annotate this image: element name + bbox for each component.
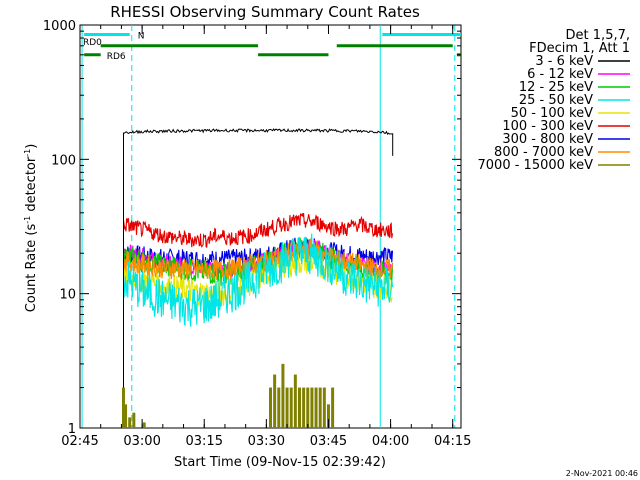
x-tick-label: 02:45 xyxy=(61,434,98,449)
legend-entry-label: 800 - 7000 keV xyxy=(494,145,593,160)
status-segments: N RD0 RD6 xyxy=(83,31,461,62)
series-line xyxy=(123,128,394,428)
x-tick-label: 04:15 xyxy=(434,434,471,449)
series-line xyxy=(122,249,393,307)
y-tick-label: 1 xyxy=(68,422,76,437)
series-line xyxy=(122,213,394,248)
series-lines xyxy=(122,128,394,428)
y-axis-label-part2: detector xyxy=(24,156,39,216)
y-tick-label: 100 xyxy=(51,153,76,168)
legend-entry-label: 100 - 300 keV xyxy=(502,119,593,134)
state-segment-label: RD6 xyxy=(107,52,126,62)
legend-entry-label: 300 - 800 keV xyxy=(502,132,593,147)
x-tick-label: 03:00 xyxy=(123,434,160,449)
legend-header-1: Det 1,5,7, xyxy=(566,28,630,43)
y-axis-label-part1: Count Rate (s xyxy=(24,224,39,313)
x-tick-label: 04:00 xyxy=(372,434,409,449)
axes-ticks: 1 10 100 1000 02:45 03:00 03:15 03:30 03:45 04:00… xyxy=(43,19,472,449)
legend-entry-label: 6 - 12 keV xyxy=(527,67,593,82)
legend-header-2: FDecim 1, Att 1 xyxy=(529,41,630,56)
vertical-markers xyxy=(81,25,456,428)
x-axis-label: Start Time (09-Nov-15 02:39:42) xyxy=(174,455,386,470)
x-tick-label: 03:30 xyxy=(248,434,285,449)
y-axis-label-sup1: -1 xyxy=(23,216,32,224)
y-tick-label: 1000 xyxy=(43,19,76,34)
legend-entry-label: 7000 - 15000 keV xyxy=(478,158,594,173)
legend-entry-label: 25 - 50 keV xyxy=(519,93,593,108)
night-label: N xyxy=(138,31,145,41)
x-tick-label: 03:45 xyxy=(310,434,347,449)
legend-entry-label: 50 - 100 keV xyxy=(511,106,594,121)
footer-timestamp: 2-Nov-2021 00:46 xyxy=(566,469,638,478)
high-energy-bursts xyxy=(121,363,335,428)
legend-entry-label: 12 - 25 keV xyxy=(519,80,593,95)
state-segment-label: RD0 xyxy=(83,38,102,48)
series-line xyxy=(122,238,394,281)
y-tick-label: 10 xyxy=(59,288,76,303)
y-axis-label-part3: ) xyxy=(24,144,39,149)
series-line xyxy=(122,233,394,327)
legend-entry-label: 3 - 6 keV xyxy=(535,54,593,69)
y-axis-label: Count Rate (s-1 detector-1) xyxy=(23,144,39,313)
chart-title: RHESSI Observing Summary Count Rates xyxy=(110,3,420,21)
y-axis-label-sup2: -1 xyxy=(23,149,32,157)
x-tick-label: 03:15 xyxy=(186,434,223,449)
